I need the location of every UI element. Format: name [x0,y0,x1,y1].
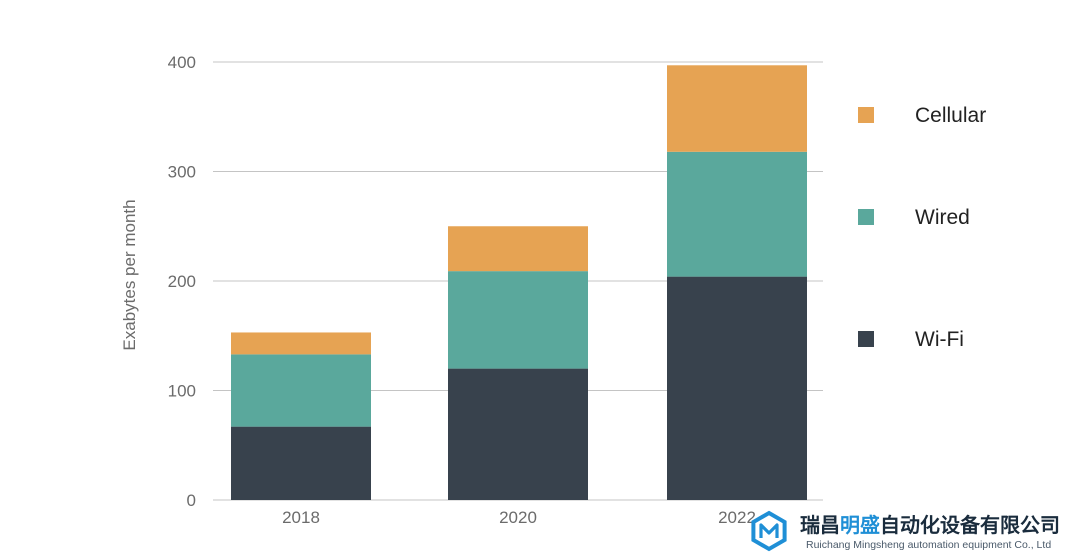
bar-segment-cellular-2020 [448,226,588,272]
x-tick-label: 2018 [282,508,320,527]
x-tick-label: 2020 [499,508,537,527]
legend-swatch [858,331,874,347]
legend-swatch [858,209,874,225]
bar-segment-wired-2018 [231,354,371,427]
watermark-cn-part1: 瑞昌 [800,513,840,537]
bars [231,65,807,500]
y-tick-label: 300 [168,163,196,182]
watermark-company-cn: 瑞昌明盛自动化设备有限公司 [800,513,1060,537]
x-tick-label: 2022 [718,508,756,527]
hexagon-m-logo-icon [751,510,787,552]
legend-label: Wi-Fi [915,328,964,351]
legend-swatch [858,107,874,123]
watermark-cn-part3: 自动化设备有限公司 [880,513,1060,537]
bar-segment-wi-fi-2020 [448,368,588,500]
bar-segment-wired-2022 [667,151,807,277]
y-tick-label: 100 [168,382,196,401]
watermark-company-en: Ruichang Mingsheng automation equipment … [806,539,1051,551]
bar-segment-cellular-2022 [667,65,807,152]
bar-segment-wired-2020 [448,271,588,369]
watermark-cn-part2: 明盛 [840,513,880,537]
y-tick-label: 0 [187,491,196,510]
bar-segment-wi-fi-2022 [667,276,807,500]
y-axis-label: Exabytes per month [120,199,139,350]
watermark: 瑞昌明盛自动化设备有限公司 Ruichang Mingsheng automat… [751,510,1060,552]
y-tick-label: 400 [168,53,196,72]
y-tick-labels: 0 100 200 300 400 [168,53,196,510]
y-tick-label: 200 [168,272,196,291]
x-tick-labels: 2018 2020 2022 [282,508,756,527]
legend-label: Cellular [915,104,986,127]
bar-segment-cellular-2018 [231,332,371,355]
legend: Cellular Wired Wi-Fi [858,104,986,351]
bar-segment-wi-fi-2018 [231,426,371,500]
legend-label: Wired [915,206,970,229]
